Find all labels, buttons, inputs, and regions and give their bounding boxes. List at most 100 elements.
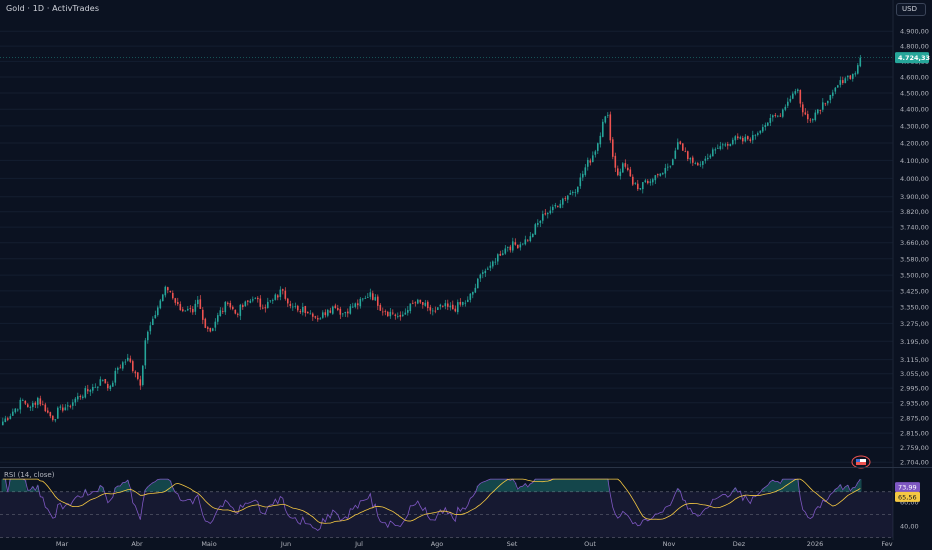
candle	[244, 300, 247, 307]
price-axis-label: 4.000,00	[900, 175, 929, 183]
candle-body	[749, 139, 752, 141]
candle	[422, 301, 424, 309]
candle	[297, 304, 299, 313]
rsi-axis-label: 40,00	[900, 523, 919, 531]
candle	[9, 413, 12, 420]
candle	[612, 137, 614, 160]
candle-body	[277, 295, 279, 298]
candle	[299, 308, 302, 314]
candle	[797, 88, 799, 94]
candle-body	[329, 310, 332, 313]
candle	[489, 261, 492, 272]
candle	[344, 311, 347, 317]
candle-body	[844, 78, 847, 84]
candle-body	[2, 421, 4, 426]
candle-body	[812, 119, 814, 121]
candle-body	[204, 318, 207, 328]
candle	[544, 209, 547, 216]
candle	[782, 108, 784, 119]
candle	[222, 307, 224, 315]
candle	[634, 182, 637, 185]
flag-icon-blue	[856, 459, 860, 462]
candle-body	[304, 305, 307, 313]
candle	[712, 147, 714, 157]
candle	[467, 296, 469, 303]
candle	[67, 401, 69, 411]
candle-body	[549, 210, 552, 214]
candle	[582, 170, 584, 181]
candle	[777, 115, 779, 118]
candle-body	[349, 306, 352, 314]
candle-body	[389, 311, 392, 317]
candle-body	[587, 159, 589, 167]
candle-body	[202, 309, 204, 320]
candle	[134, 370, 137, 378]
candle-body	[642, 182, 644, 190]
candle	[632, 174, 634, 187]
candle	[794, 88, 797, 96]
candle-body	[374, 297, 377, 301]
candle-body	[314, 316, 317, 318]
candle	[852, 73, 854, 82]
candle-body	[664, 167, 667, 174]
candle	[424, 299, 427, 307]
candle-body	[432, 310, 434, 312]
candle-body	[422, 302, 424, 305]
candle-body	[212, 328, 214, 331]
candle	[167, 286, 169, 294]
candle-body	[527, 240, 529, 242]
candle	[42, 400, 44, 406]
candle	[652, 177, 654, 186]
candle-body	[392, 312, 394, 314]
candle	[409, 303, 412, 314]
candle	[757, 131, 759, 137]
currency-selector-button[interactable]: USD	[896, 3, 926, 16]
price-axis-label: 2.815,00	[900, 430, 929, 438]
candle	[274, 293, 277, 301]
candle-body	[712, 149, 714, 157]
candle-body	[299, 311, 302, 313]
candle	[647, 179, 649, 185]
candle-body	[182, 309, 184, 312]
candle	[392, 309, 394, 316]
candle-body	[739, 137, 742, 139]
candle	[474, 283, 477, 294]
candle-body	[852, 73, 854, 79]
candle	[547, 212, 549, 219]
candle	[657, 173, 659, 178]
candle	[399, 311, 402, 321]
rsi-title: RSI (14, close)	[4, 471, 55, 479]
candle	[164, 285, 167, 298]
candle-body	[239, 304, 242, 316]
candle	[504, 245, 507, 255]
candle-body	[687, 151, 689, 159]
rsi-axis-label-overlap: 60,00	[900, 499, 919, 507]
candle-body	[34, 402, 37, 405]
candle	[172, 290, 174, 300]
price-axis: 4.900,004.800,004.700,004.600,004.500,00…	[892, 0, 929, 540]
candle	[427, 300, 429, 312]
candle	[737, 133, 739, 140]
flag-icon-white	[856, 459, 866, 462]
candle-body	[407, 310, 409, 313]
candle	[342, 312, 344, 317]
candle	[529, 231, 532, 243]
candle	[312, 312, 314, 321]
candle	[294, 302, 297, 309]
candle	[527, 238, 529, 242]
candle	[242, 303, 244, 310]
candle-body	[599, 135, 602, 145]
candle-body	[847, 75, 849, 78]
candle-body	[382, 311, 384, 313]
price-axis-label: 3.660,00	[900, 239, 929, 247]
candle	[857, 63, 859, 75]
candle	[239, 303, 242, 321]
candle-body	[492, 261, 494, 267]
candle	[314, 315, 317, 319]
candle	[532, 233, 534, 238]
candle-body	[12, 411, 14, 416]
time-axis-label: Mar	[56, 540, 69, 548]
candle	[112, 380, 114, 387]
candle	[64, 404, 67, 411]
